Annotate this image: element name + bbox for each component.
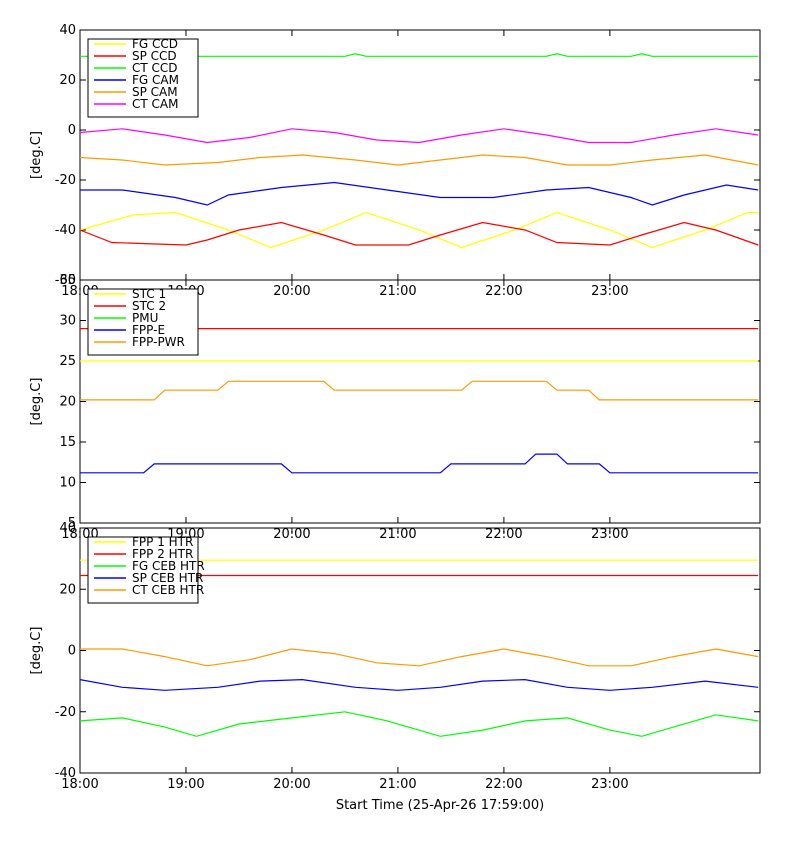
series-line-fpp-e (80, 453, 759, 474)
x-tick-label: 23:00 (591, 527, 628, 542)
y-tick-label: -20 (55, 173, 76, 188)
x-tick-label: 20:00 (273, 777, 310, 792)
y-tick-label: 30 (59, 314, 76, 329)
x-tick-label: 22:00 (485, 284, 522, 299)
y-axis-title: [deg.C] (29, 131, 44, 179)
y-tick-label: -40 (55, 766, 76, 781)
chart-panel-1: -60-40-200204018:0019:0020:0021:0022:002… (29, 23, 761, 299)
legend-box (87, 288, 199, 356)
x-tick-label: 18:00 (61, 777, 98, 792)
legend-label: SP CEB HTR (132, 571, 203, 585)
series-line-ct-ccd (80, 53, 759, 57)
legend-label: STC 1 (132, 287, 166, 301)
y-tick-label: 15 (59, 435, 76, 450)
legend-label: CT CCD (132, 61, 178, 75)
legend-label: FPP-PWR (132, 335, 185, 349)
x-tick-label: 22:00 (485, 527, 522, 542)
x-tick-label: 19:00 (167, 777, 204, 792)
legend-label: CT CAM (132, 97, 178, 111)
x-tick-label: 21:00 (379, 284, 416, 299)
y-axis-title: [deg.C] (29, 378, 44, 426)
legend-label: STC 2 (132, 299, 166, 313)
series-line-sp-cam (79, 154, 759, 166)
legend-box (87, 536, 199, 604)
legend-label: SP CCD (132, 49, 177, 63)
series-line-fg-ceb-htr (79, 711, 759, 737)
legend-label: FPP-E (132, 323, 165, 337)
x-tick-label: 21:00 (379, 527, 416, 542)
series-line-fpp-pwr (80, 380, 759, 401)
legend-label: FG CAM (132, 73, 179, 87)
y-tick-label: 25 (59, 354, 76, 369)
x-tick-label: 21:00 (379, 777, 416, 792)
y-tick-label: -20 (55, 705, 76, 720)
y-axis-title: [deg.C] (29, 627, 44, 675)
legend-label: CT CEB HTR (132, 583, 204, 597)
x-tick-label: 23:00 (591, 284, 628, 299)
series-line-fg-ccd (79, 211, 759, 249)
y-tick-label: 40 (59, 23, 76, 38)
y-tick-label: 40 (59, 521, 76, 536)
x-tick-label: 23:00 (591, 777, 628, 792)
series-line-sp-ccd (79, 221, 759, 246)
y-tick-label: -40 (55, 223, 76, 238)
legend-label: FG CEB HTR (132, 559, 205, 573)
y-tick-label: -60 (55, 273, 76, 288)
series-line-sp-ceb-htr (79, 678, 759, 691)
y-tick-label: 20 (59, 395, 76, 410)
legend-label: FPP 2 HTR (132, 547, 193, 561)
legend-label: FG CCD (132, 37, 178, 51)
chart-panel-3: -40 -20 0 20 40 18:00 19:00 20:00 21:00 22:00 23:0… (29, 521, 761, 813)
legend-label: PMU (132, 311, 158, 325)
y-tick-label: 0 (68, 123, 76, 138)
x-tick-label: 20:00 (273, 284, 310, 299)
y-tick-label: 20 (59, 73, 76, 88)
x-axis-title: Start Time (25-Apr-26 17:59:00) (336, 798, 544, 813)
series-line-ct-ceb-htr (80, 648, 759, 667)
series-line-fg-cam (80, 181, 759, 206)
y-tick-label: 0 (68, 644, 76, 659)
legend-label: SP CAM (132, 85, 178, 99)
x-tick-label: 22:00 (485, 777, 522, 792)
y-tick-label: 35 (59, 273, 76, 288)
legend-label: FPP 1 HTR (132, 535, 193, 549)
series-line-ct-cam (79, 128, 759, 144)
y-tick-label: 10 (59, 476, 76, 491)
y-tick-label: 20 (59, 582, 76, 597)
x-tick-label: 20:00 (273, 527, 310, 542)
y-tick-label: 5 (68, 516, 76, 531)
